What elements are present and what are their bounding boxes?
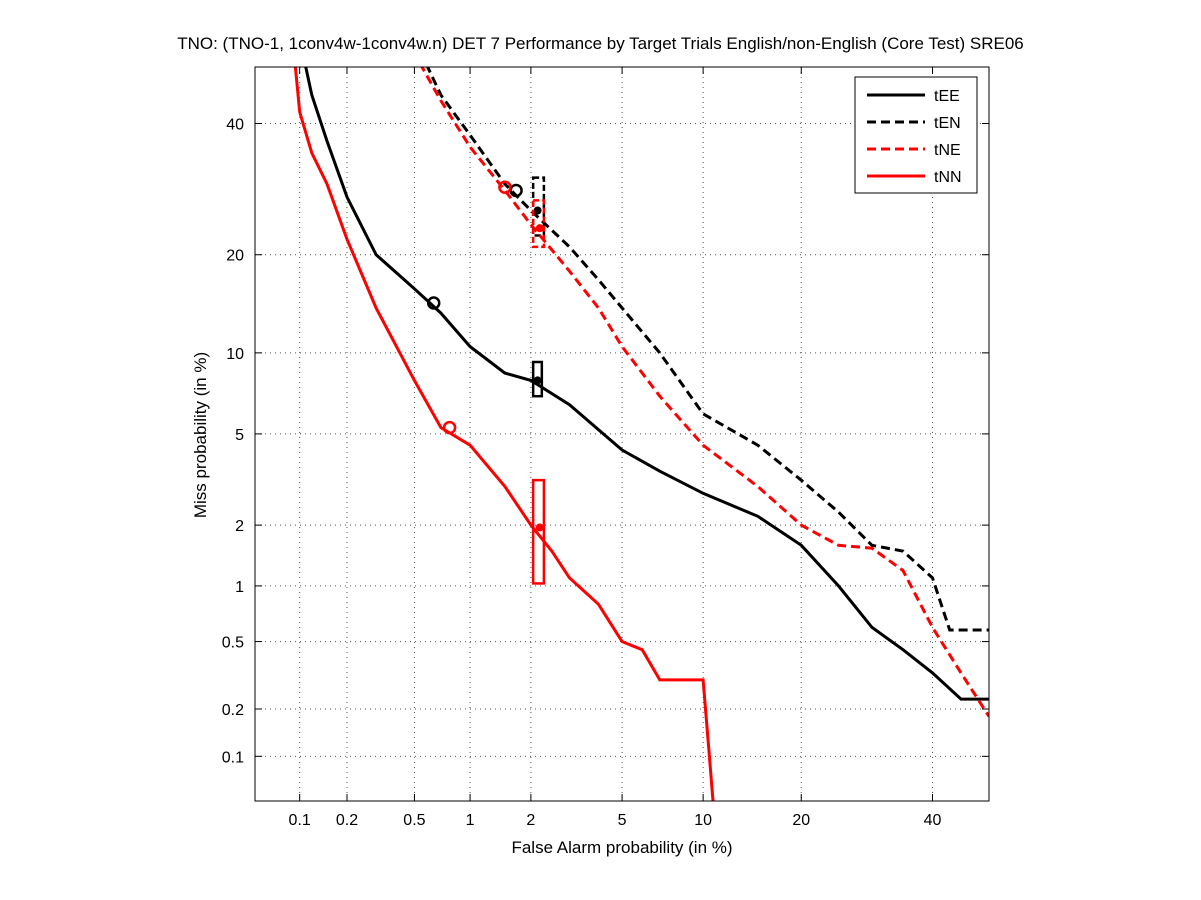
x-tick-label: 1 bbox=[466, 812, 475, 829]
x-tick-label: 10 bbox=[694, 812, 712, 829]
axes-frame bbox=[254, 66, 990, 802]
y-tick-label: 0.5 bbox=[222, 635, 244, 652]
series-line-tEN bbox=[425, 67, 989, 632]
legend-label-tNE: tNE bbox=[934, 142, 961, 159]
act-dcf-marker-tEN bbox=[533, 206, 542, 215]
x-tick-label: 2 bbox=[526, 812, 535, 829]
y-tick-label: 1 bbox=[235, 579, 244, 596]
act-dcf-box-tNN bbox=[531, 478, 546, 585]
x-axis-label: False Alarm probability (in %) bbox=[511, 838, 733, 857]
min-dcf-marker-tNN bbox=[442, 420, 457, 435]
y-tick-label: 10 bbox=[226, 346, 244, 363]
act-dcf-marker-tNE bbox=[535, 224, 544, 233]
y-tick-label: 20 bbox=[226, 248, 244, 265]
series-line-tNE bbox=[420, 67, 989, 718]
act-dcf-box-tNE bbox=[531, 199, 546, 249]
x-tick-label: 0.5 bbox=[403, 812, 425, 829]
tick-labels: 0.1 0.2 0.5 1 2 5 10 20 40 0.1 0.2 0.5 1 2 5 10 20 40 bbox=[222, 117, 942, 829]
legend-label-tEE: tEE bbox=[934, 88, 960, 105]
act-dcf-marker-tEE bbox=[533, 376, 542, 385]
act-dcf-marker-tNN bbox=[535, 523, 544, 532]
min-dcf-marker-tNE bbox=[498, 180, 512, 194]
series-lines bbox=[293, 67, 989, 801]
y-tick-label: 2 bbox=[235, 518, 244, 535]
x-tick-label: 0.2 bbox=[336, 812, 358, 829]
x-tick-label: 20 bbox=[792, 812, 810, 829]
act-dcf-box-tEE bbox=[531, 360, 544, 398]
y-tick-label: 5 bbox=[235, 427, 244, 444]
chart-title: TNO: (TNO-1, 1conv4w-1conv4w.n) DET 7 Pe… bbox=[177, 34, 1024, 53]
legend: tEE tEN tNE tNN bbox=[854, 76, 978, 194]
y-axis-label: Miss probability (in %) bbox=[191, 351, 210, 519]
series-line-tEE bbox=[304, 67, 989, 701]
series-line-tNN bbox=[293, 67, 715, 801]
legend-label-tEN: tEN bbox=[934, 115, 961, 132]
legend-label-tNN: tNN bbox=[934, 169, 962, 186]
y-tick-label: 0.1 bbox=[222, 749, 244, 766]
y-tick-label: 0.2 bbox=[222, 702, 244, 719]
x-tick-label: 40 bbox=[924, 812, 942, 829]
x-tick-label: 5 bbox=[618, 812, 627, 829]
min-dcf-marker-tEE bbox=[426, 296, 441, 310]
x-tick-label: 0.1 bbox=[289, 812, 311, 829]
y-tick-label: 40 bbox=[226, 117, 244, 134]
